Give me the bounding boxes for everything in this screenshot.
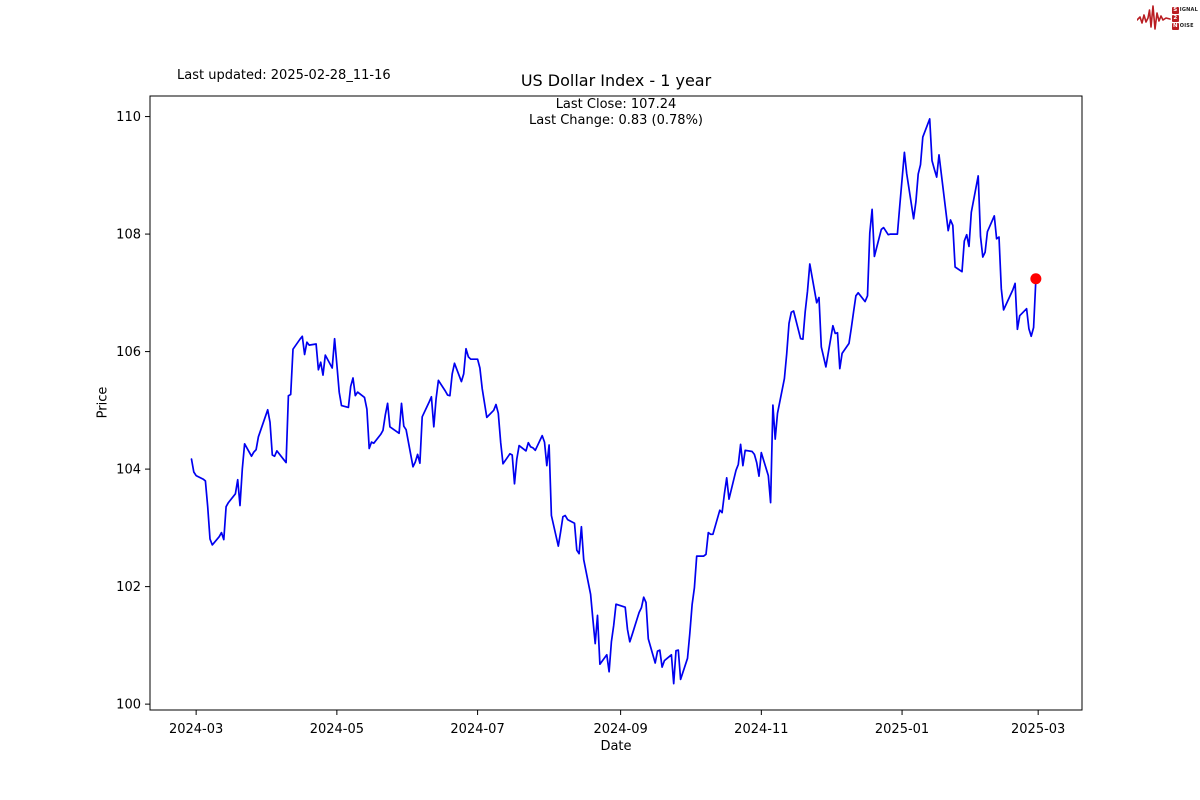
x-axis-tick-label: 2024-09 xyxy=(593,722,647,737)
logo-word-signal: IGNAL xyxy=(1179,7,1198,13)
y-axis-label: Price xyxy=(95,386,111,419)
plot-border xyxy=(149,95,1083,711)
x-axis-tick-label: 2024-05 xyxy=(310,722,364,737)
x-axis: 2024-03 2024-05 2024-07 2024-09 2024-11 2025-… xyxy=(169,710,1065,737)
x-axis-label: Date xyxy=(600,739,632,754)
y-axis-tick-label: 108 xyxy=(116,228,141,243)
x-axis-tick-label: 2024-07 xyxy=(450,722,504,737)
last-price-marker xyxy=(1030,273,1042,285)
logo-letter-2: 2 xyxy=(1171,14,1179,22)
y-axis-tick-label: 102 xyxy=(116,580,141,595)
last-close-text: Last Close: 107.24 xyxy=(555,97,677,112)
logo-letter-n: N xyxy=(1171,22,1179,30)
logo-text: S IGNAL 2 N OISE xyxy=(1171,6,1198,30)
waveform-icon xyxy=(1136,5,1171,30)
x-axis-tick-label: 2025-01 xyxy=(875,722,929,737)
x-axis-tick-label: 2024-03 xyxy=(169,722,223,737)
y-axis-tick-label: 104 xyxy=(116,463,141,478)
logo-letter-s: S xyxy=(1171,6,1179,14)
last-updated-text: Last updated: 2025-02-28_11-16 xyxy=(177,68,391,83)
last-change-text: Last Change: 0.83 (0.78%) xyxy=(528,113,703,128)
signal2noise-logo: S IGNAL 2 N OISE xyxy=(1136,4,1198,32)
y-axis-tick-label: 100 xyxy=(116,698,141,713)
y-axis-tick-label: 110 xyxy=(116,110,141,125)
chart-annotation: Last Close: 107.24 Last Change: 0.83 (0.… xyxy=(150,97,1082,129)
chart-title: US Dollar Index - 1 year xyxy=(520,71,712,90)
y-axis: 100 102 104 106 108 110 xyxy=(116,110,150,713)
price-line xyxy=(190,118,1037,685)
logo-word-noise: OISE xyxy=(1179,23,1194,29)
x-axis-tick-label: 2024-11 xyxy=(734,722,788,737)
y-axis-tick-label: 106 xyxy=(116,345,141,360)
x-axis-tick-label: 2025-03 xyxy=(1011,722,1065,737)
